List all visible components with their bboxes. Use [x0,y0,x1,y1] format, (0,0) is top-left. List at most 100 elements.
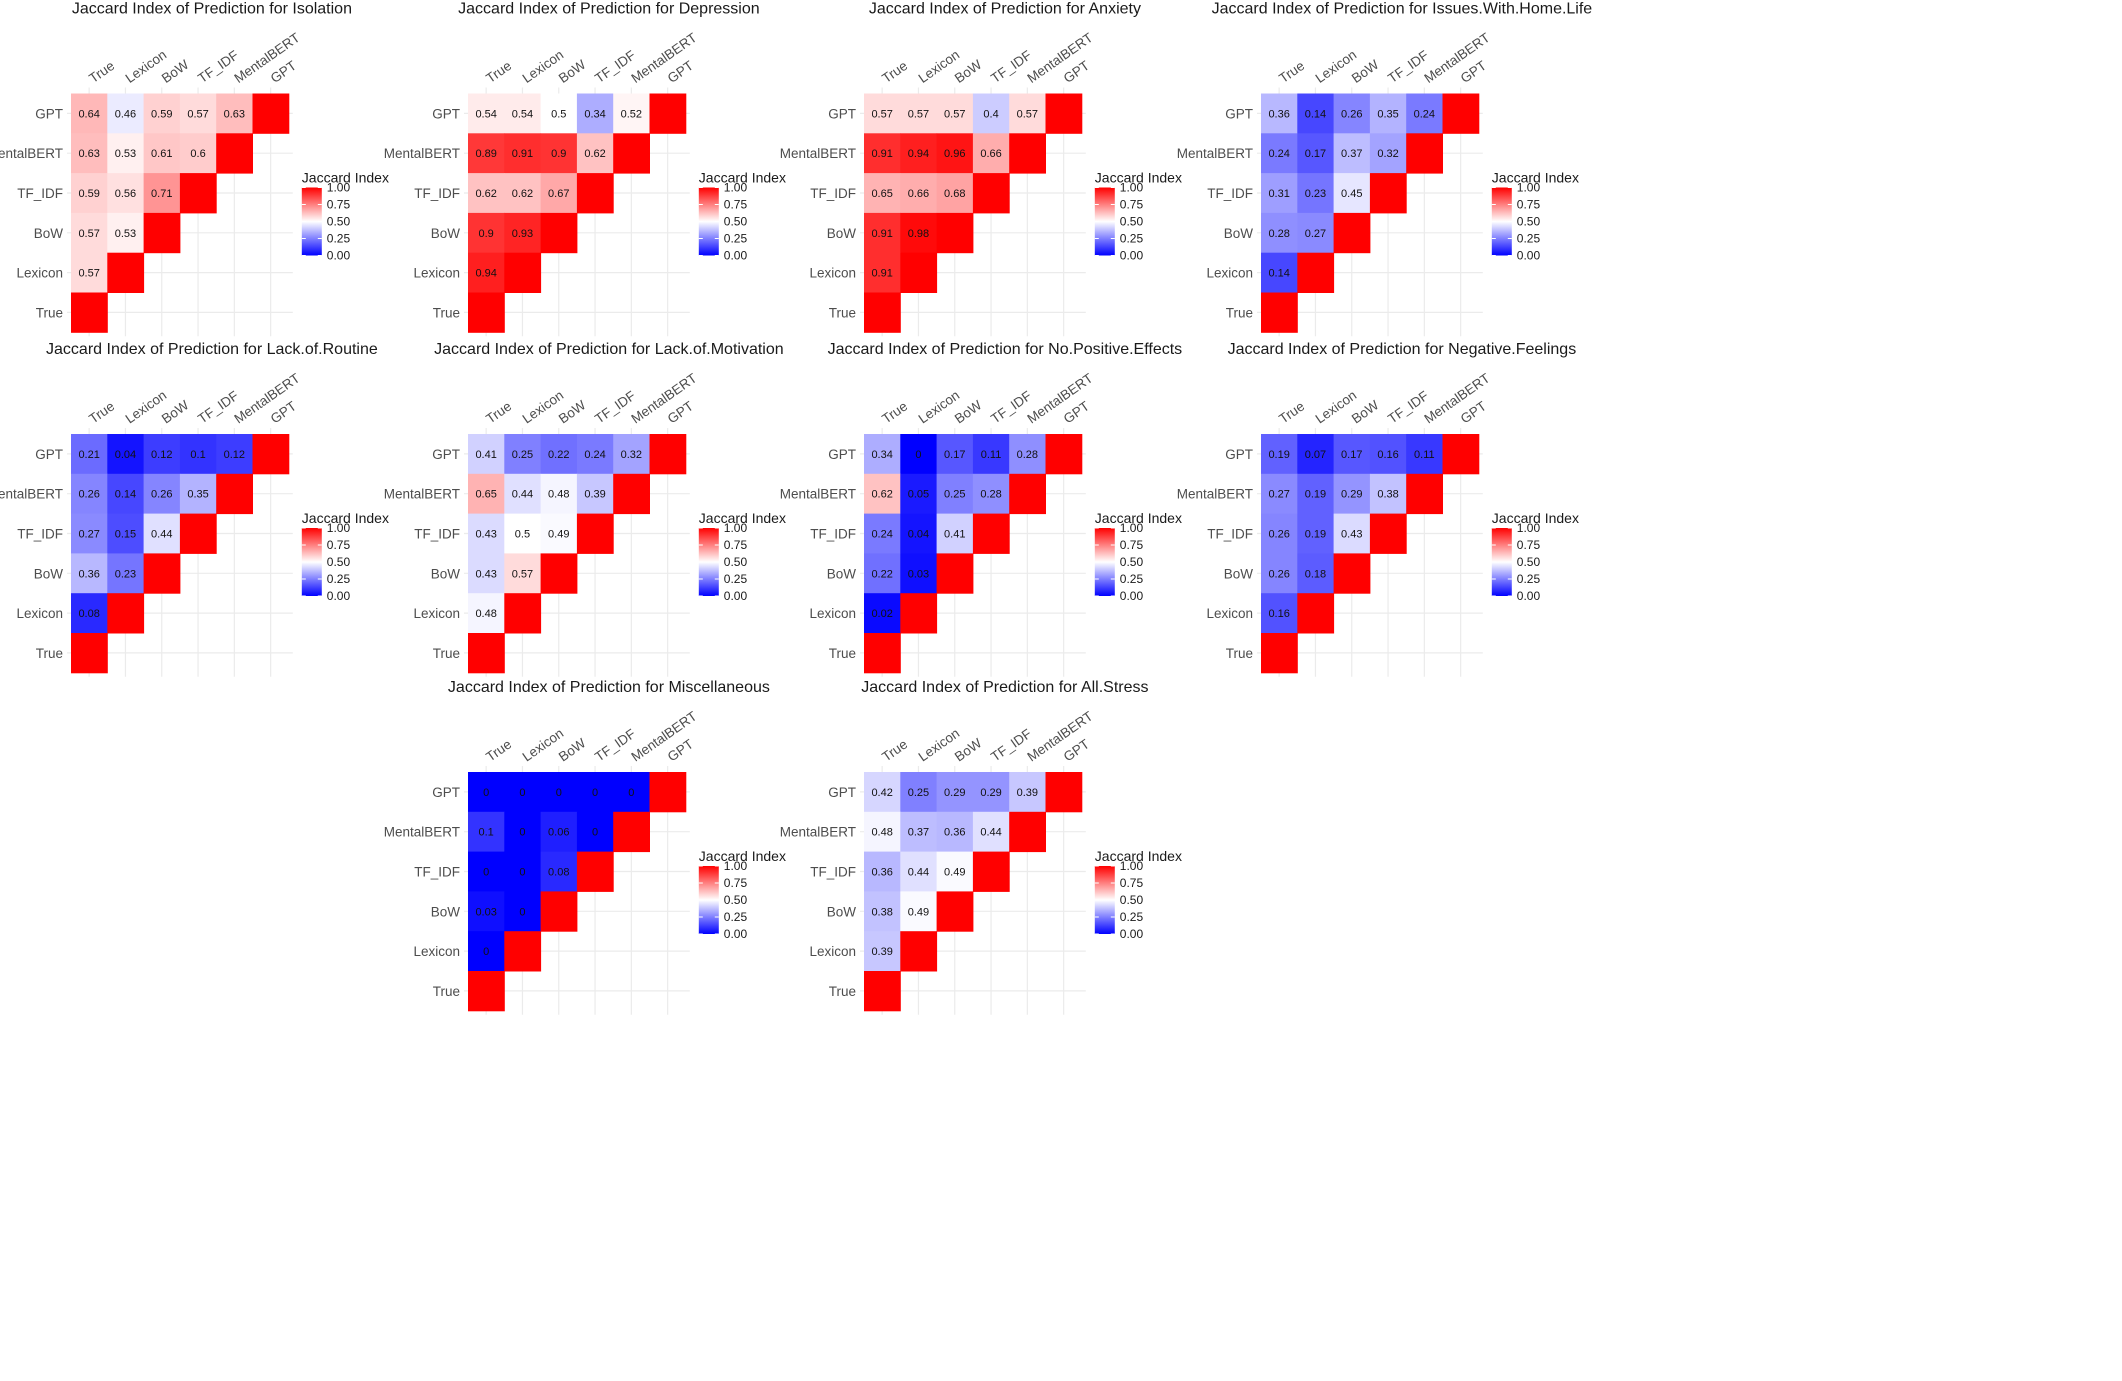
cell-value-label: 0.65 [871,188,892,200]
heatmap-cell [1369,434,1407,475]
cell-value-label: 0.57 [908,108,929,120]
diagonal-cell [936,212,974,254]
legend-colorbar [301,187,322,256]
cell-value-label: 0.26 [1341,108,1362,120]
heatmap-panel-negative-feelings: Jaccard Index of Prediction for Negative… [1177,341,1579,677]
heatmap-cell [864,931,901,972]
heatmap-cell [143,173,181,214]
cell-value-label: 0.16 [1268,608,1289,620]
cell-value-label: 0.17 [1341,449,1362,461]
heatmap-cell [900,772,938,813]
legend-colorbar [698,187,719,256]
heatmap-cell [179,133,217,174]
cell-value-label: 0.62 [871,489,892,501]
cell-value-label: 0.36 [944,827,965,839]
cell-value-label: 0.16 [1377,449,1398,461]
heatmap-cell [540,133,578,174]
diagonal-cell [71,292,108,333]
heatmap-cell [936,513,974,554]
diagonal-cell [1442,434,1480,475]
y-tick-label: Lexicon [16,266,63,281]
x-tick-label: MentalBERT [231,30,302,86]
cell-value-label: 0.22 [871,568,892,580]
legend-title: Jaccard Index [1095,510,1182,526]
chart-title: Jaccard Index of Prediction for Lack.of.… [46,341,378,358]
y-tick-label: Lexicon [809,944,856,959]
cell-value-label: 0.57 [187,108,208,120]
heatmap-cell [1261,173,1298,214]
heatmap-cell [900,811,938,853]
legend-tick-label: 0.50 [1517,555,1541,569]
y-tick-label: TF_IDF [414,865,460,880]
cell-value-label: 0.28 [1017,449,1038,461]
y-tick-label: GPT [828,106,856,121]
heatmap-cell [71,553,108,594]
heatmap-panel-depression: Jaccard Index of Prediction for Depressi… [384,1,786,337]
y-tick-label: GPT [432,106,460,121]
cell-value-label: 0.68 [944,188,965,200]
heatmap-cell [107,434,145,475]
y-tick-label: True [433,305,460,320]
chart-title: Jaccard Index of Prediction for Negative… [1228,341,1577,358]
heatmap-cell [468,252,505,293]
y-tick-label: BoW [1224,226,1254,241]
cell-value-label: 0.46 [115,108,136,120]
heatmap-cell [504,173,542,214]
heatmap-cell [71,513,108,554]
diagonal-cell [1442,93,1480,134]
x-tick-label: True [483,737,514,765]
heatmap-cell [972,473,1010,515]
legend-tick-label: 0.25 [1120,232,1144,246]
heatmap-cell [1369,473,1407,515]
legend-colorbar [1094,528,1115,596]
cell-value-label: 0.57 [944,108,965,120]
legend-colorbar [1491,187,1512,256]
heatmap-panel-issues-with-home-life: Jaccard Index of Prediction for Issues.W… [1177,1,1592,337]
legend-colorbar [1094,866,1115,934]
y-tick-label: True [36,646,63,661]
diagonal-cell [1009,473,1046,515]
heatmap-cell [468,93,505,134]
y-tick-label: MentalBERT [0,487,63,502]
cell-value-label: 0.36 [871,867,892,879]
heatmap-cell [468,434,505,475]
cell-value-label: 0 [483,946,489,958]
y-tick-label: True [829,646,856,661]
heatmap-cell [864,93,901,134]
heatmap-cell [1297,93,1335,134]
legend-tick-label: 0.75 [1517,538,1541,552]
legend-tick-label: 0.25 [724,910,748,924]
y-tick-label: BoW [431,904,461,919]
heatmap-panel-no-positive-effects: Jaccard Index of Prediction for No.Posit… [780,341,1182,677]
heatmap-cell [864,173,901,214]
heatmap-cell [71,473,108,515]
cell-value-label: 0.21 [78,449,99,461]
legend-tick-label: 0.50 [327,215,351,229]
cell-value-label: 0 [556,787,562,799]
heatmap-cell [143,513,181,554]
x-tick-label: TF_IDF [1385,388,1431,427]
heatmap-cell [936,133,974,174]
cell-value-label: 0.35 [187,489,208,501]
cell-value-label: 0.17 [944,449,965,461]
cell-value-label: 0.89 [475,148,496,160]
y-tick-label: MentalBERT [780,825,856,840]
diagonal-cell [1261,292,1298,333]
cell-value-label: 0.49 [944,867,965,879]
x-tick-label: TF_IDF [988,726,1034,765]
cell-value-label: 0.37 [908,827,929,839]
diagonal-cell [71,633,108,674]
legend-tick-label: 0.75 [724,538,748,552]
legend-tick-label: 0.50 [1517,215,1541,229]
diagonal-cell [1297,252,1335,293]
x-tick-label: MentalBERT [628,30,699,86]
diagonal-cell [1333,553,1371,594]
heatmap-cell [1406,434,1443,475]
cell-value-label: 0.5 [551,108,566,120]
legend-tick-label: 0.75 [1120,198,1144,212]
y-tick-label: True [433,646,460,661]
heatmap-cell [179,473,217,515]
